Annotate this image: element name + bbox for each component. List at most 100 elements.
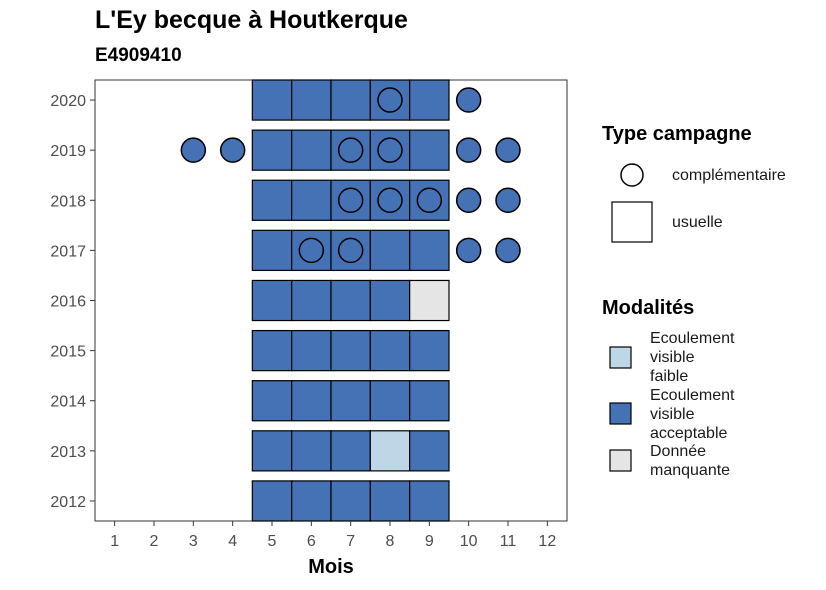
tile-2017-9	[409, 229, 450, 272]
tile-2019-9	[409, 129, 450, 171]
tile-2018-7	[330, 179, 371, 221]
tile-2014-7	[330, 380, 371, 422]
tile-2017-5	[251, 229, 293, 272]
legend-label-line: acceptable	[650, 425, 728, 442]
tile-2016-7	[330, 279, 371, 322]
legend-label-line: Donnée	[650, 443, 707, 460]
legend-title-type-campagne: Type campagne	[602, 123, 752, 145]
legend-label-faible: Ecoulement visible faible	[650, 329, 735, 386]
tile-2014-9	[409, 380, 450, 422]
y-tick-label: 2018	[50, 193, 86, 210]
chart-subtitle: E4909410	[95, 45, 182, 66]
legend-label-line: Ecoulement	[650, 387, 735, 404]
tile-2020-6	[291, 79, 332, 121]
x-tick-label: 5	[268, 533, 277, 550]
point-2018-9	[416, 187, 443, 214]
point-2018-8	[377, 187, 403, 214]
y-tick-label: 2014	[50, 394, 86, 411]
x-tick-label: 6	[307, 533, 316, 550]
y-tick-label: 2012	[50, 494, 86, 511]
tile-2014-8	[369, 380, 411, 422]
tile-2016-8	[369, 279, 411, 322]
x-tick-label: 4	[228, 533, 237, 550]
tile-2012-8	[369, 480, 411, 522]
tile-2020-9	[409, 79, 450, 121]
tile-2013-6	[291, 430, 332, 472]
tile-2019-5	[251, 129, 293, 171]
tile-2015-6	[291, 329, 332, 372]
tile-2016-9	[409, 279, 450, 322]
tile-2013-9	[409, 430, 450, 472]
x-tick-label: 3	[189, 533, 198, 550]
tile-2016-6	[291, 279, 332, 322]
legend-label-line: Ecoulement	[650, 330, 735, 347]
tile-2017-8	[369, 229, 411, 272]
x-tick-label: 10	[460, 533, 478, 550]
point-2018-11	[495, 187, 521, 214]
legend-key-usuelle	[611, 201, 653, 243]
y-tick-label: 2020	[50, 93, 86, 110]
legend-title-modalites: Modalités	[602, 297, 695, 319]
legend-label-acceptable: Ecoulement visible acceptable	[650, 386, 735, 443]
legend-label-line: visible	[650, 349, 695, 366]
x-tick-label: 9	[425, 533, 434, 550]
point-2019-7	[337, 137, 364, 163]
tile-2015-5	[251, 329, 293, 372]
legend-label-line: faible	[650, 368, 689, 385]
point-2019-8	[377, 137, 403, 163]
point-2019-11	[495, 137, 521, 163]
legend-key-modalite-1	[609, 402, 632, 425]
chart-title: L'Ey becque à Houtkerque	[95, 6, 408, 34]
point-2019-3	[180, 137, 207, 163]
tile-2018-9	[409, 179, 450, 221]
tile-2013-8	[369, 430, 411, 472]
x-axis-label: Mois	[308, 556, 354, 578]
legend-label-line: visible	[650, 406, 695, 423]
tile-2016-5	[251, 279, 293, 322]
legend-label-complementaire: complémentaire	[672, 167, 786, 184]
tile-2015-9	[409, 329, 450, 372]
tile-2014-5	[251, 380, 293, 422]
point-2018-7	[337, 187, 364, 214]
x-tick-label: 7	[346, 533, 355, 550]
legend-key-modalite-2	[609, 449, 632, 472]
point-2019-4	[219, 137, 246, 163]
tile-2019-6	[291, 129, 332, 171]
tile-2012-5	[251, 480, 293, 522]
point-2017-10	[455, 237, 482, 264]
x-tick-label: 11	[500, 533, 517, 550]
legend-key-complementaire	[620, 163, 644, 187]
tile-2012-6	[291, 480, 332, 522]
y-tick-label: 2019	[50, 143, 86, 160]
point-2019-10	[455, 137, 482, 163]
tile-2013-5	[251, 430, 293, 472]
y-tick-label: 2013	[50, 444, 86, 461]
legend-key-modalite-0	[609, 346, 632, 369]
tile-2018-5	[251, 179, 293, 221]
y-tick-label: 2017	[50, 243, 86, 260]
legend-label-manquante: Donnée manquante	[650, 442, 730, 480]
point-2017-11	[495, 237, 521, 264]
tile-2012-9	[409, 480, 450, 522]
tile-2013-7	[330, 430, 371, 472]
y-tick-label: 2016	[50, 294, 86, 311]
tile-2012-7	[330, 480, 371, 522]
tile-2015-7	[330, 329, 371, 372]
legend-label-usuelle: usuelle	[672, 214, 723, 231]
point-2020-10	[455, 87, 482, 113]
tile-2020-5	[251, 79, 293, 121]
x-tick-label: 12	[538, 533, 556, 550]
point-2017-6	[298, 237, 325, 264]
point-2020-8	[377, 87, 403, 113]
x-tick-label: 1	[110, 533, 119, 550]
tile-2018-6	[291, 179, 332, 221]
x-tick-label: 2	[150, 533, 159, 550]
tile-2014-6	[291, 380, 332, 422]
tile-2015-8	[369, 329, 411, 372]
tile-2020-7	[330, 79, 371, 121]
point-2018-10	[455, 187, 482, 214]
x-tick-label: 8	[386, 533, 395, 550]
y-tick-label: 2015	[50, 344, 86, 361]
point-2017-7	[337, 237, 364, 264]
